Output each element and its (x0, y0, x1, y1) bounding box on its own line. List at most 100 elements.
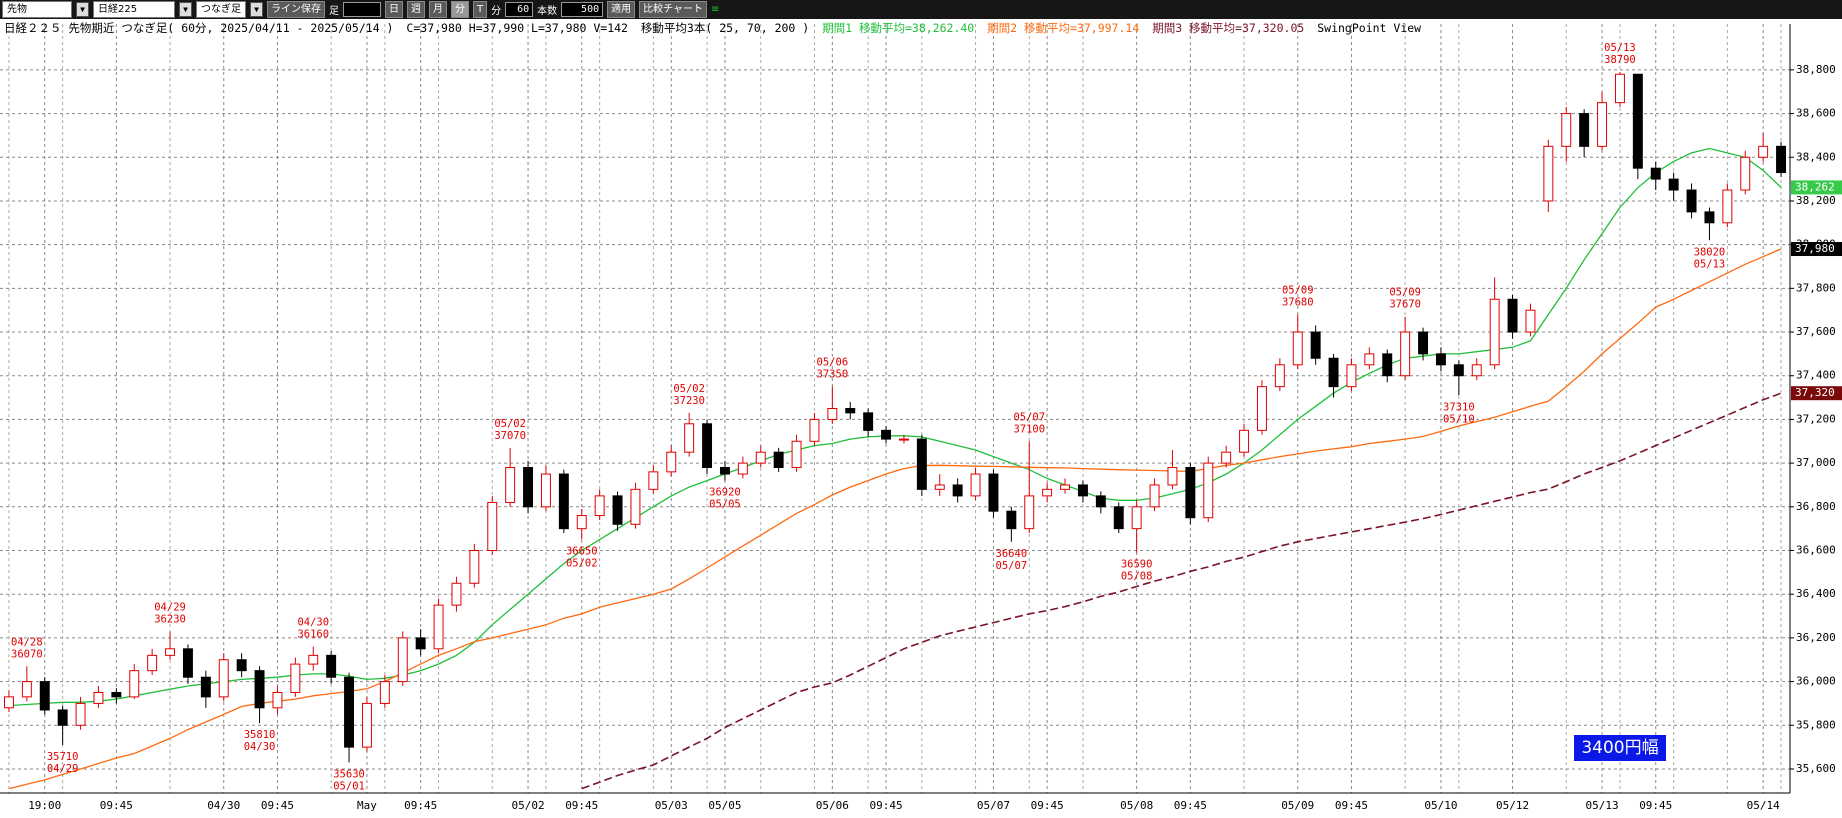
chart-header: 日経２２５ 先物期近 つなぎ足( 60分, 2025/04/11 - 2025/… (4, 20, 1427, 36)
swing-low-price: 36590 (1121, 559, 1153, 571)
x-tick-label: 05/07 (977, 799, 1010, 812)
candle-body (57, 709, 68, 726)
candle-body (1113, 506, 1124, 530)
candle-body (1095, 495, 1106, 508)
candle-body (648, 471, 659, 490)
view-label: SwingPoint View (1317, 21, 1422, 35)
swing-low-date: 05/07 (996, 560, 1028, 572)
candle-body (773, 451, 784, 468)
period-button[interactable]: T (473, 1, 488, 18)
candle-body (898, 438, 909, 441)
apply-button[interactable]: 適用 (607, 1, 636, 18)
candle-body (147, 654, 158, 672)
candle-body (558, 473, 569, 530)
candle-body (272, 692, 283, 709)
market-select[interactable]: 先物 (2, 1, 72, 18)
candle-body (791, 440, 802, 468)
candle-body (344, 676, 355, 748)
dropdown-arrow[interactable]: ▼ (76, 2, 89, 17)
candle-body (1758, 145, 1769, 158)
chain-select[interactable]: つなぎ足 (196, 1, 246, 18)
candle-body (236, 659, 247, 672)
compare-button[interactable]: 比較チャート (639, 1, 708, 18)
candle-body (1131, 506, 1142, 530)
ma-line (8, 147, 1782, 707)
y-tick-label: 37,800 (1796, 281, 1836, 294)
swing-high-price: 37350 (817, 369, 849, 381)
candle-body (1579, 113, 1590, 147)
candle-body (881, 429, 892, 440)
x-tick-label: 05/02 (511, 799, 544, 812)
symbol-select[interactable]: 日経225 (93, 1, 175, 18)
candle-body (630, 488, 641, 525)
dropdown-arrow[interactable]: ▼ (250, 2, 263, 17)
candle-body (1310, 331, 1321, 359)
candle-body (1740, 156, 1751, 191)
swing-high-price: 38790 (1604, 54, 1636, 66)
x-tick-label: 05/06 (816, 799, 849, 812)
candle-body (379, 681, 390, 704)
swing-low-date: 05/08 (1121, 571, 1153, 583)
candle-body (1489, 298, 1500, 366)
candle-body (809, 418, 820, 442)
candle-body (1149, 484, 1160, 508)
candle-body (1525, 309, 1536, 333)
swing-high-price: 37100 (1013, 423, 1045, 435)
range-badge-label: 3400円幅 (1581, 738, 1658, 758)
candle-body (755, 451, 766, 464)
swing-high-date: 05/02 (494, 418, 526, 430)
swing-high-price: 37070 (494, 430, 526, 442)
candle-body (1221, 451, 1232, 464)
candle-body (576, 515, 587, 530)
candle-body (970, 473, 981, 497)
candle-body (666, 451, 677, 473)
candle-body (326, 654, 337, 678)
dropdown-arrow[interactable]: ▼ (179, 2, 192, 17)
candle-body (594, 495, 605, 517)
x-tick-label: 09:45 (1174, 799, 1207, 812)
swing-low-price: 36650 (566, 546, 598, 558)
candle-body (1650, 167, 1661, 180)
candle-body (75, 702, 86, 726)
compare-icon[interactable]: ≡ (711, 4, 720, 15)
swing-low-price: 36920 (709, 487, 741, 499)
ma-title: 移動平均3本( 25, 70, 200 ) (640, 21, 810, 35)
swing-high-price: 37230 (673, 395, 705, 407)
y-tick-label: 36,200 (1796, 631, 1836, 644)
candle-body (1292, 331, 1303, 366)
last-value-label: 37,320 (1795, 386, 1835, 399)
save-line-button[interactable]: ライン保存 (267, 1, 325, 18)
candle-body (165, 648, 176, 656)
candle-body (1239, 429, 1250, 453)
swing-high-date: 05/07 (1013, 411, 1045, 423)
swing-high-price: 37680 (1282, 297, 1314, 309)
bar-input[interactable] (343, 2, 381, 17)
x-tick-label: 05/08 (1120, 799, 1153, 812)
swing-high-date: 05/13 (1604, 42, 1636, 54)
swing-low-date: 05/05 (709, 499, 741, 511)
toolbar: 先物 ▼ 日経225 ▼ つなぎ足 ▼ ライン保存 足 日 週 月 分 T 分 60 … (0, 0, 1842, 19)
candle-body (1185, 466, 1196, 519)
candle-body (93, 692, 104, 704)
period-button[interactable]: 週 (407, 1, 425, 18)
candle-body (218, 659, 229, 698)
x-tick-label: 05/13 (1585, 799, 1618, 812)
minutes-input[interactable]: 60 (505, 2, 534, 17)
period-button[interactable]: 日 (385, 1, 403, 18)
y-tick-label: 37,000 (1796, 456, 1836, 469)
candle-body (415, 637, 426, 650)
candle-body (1042, 488, 1053, 497)
candle-body (737, 462, 748, 475)
candle-body (702, 423, 713, 468)
swing-low-date: 05/10 (1443, 413, 1475, 425)
period-button[interactable]: 分 (451, 1, 469, 18)
ma-line (8, 248, 1782, 790)
last-value-label: 37,980 (1795, 242, 1835, 255)
count-input[interactable]: 500 (561, 2, 604, 17)
candle-body (863, 412, 874, 431)
candle-body (469, 550, 480, 584)
candle-body (129, 670, 140, 698)
period-button[interactable]: 月 (429, 1, 447, 18)
candle-body (1328, 357, 1339, 388)
